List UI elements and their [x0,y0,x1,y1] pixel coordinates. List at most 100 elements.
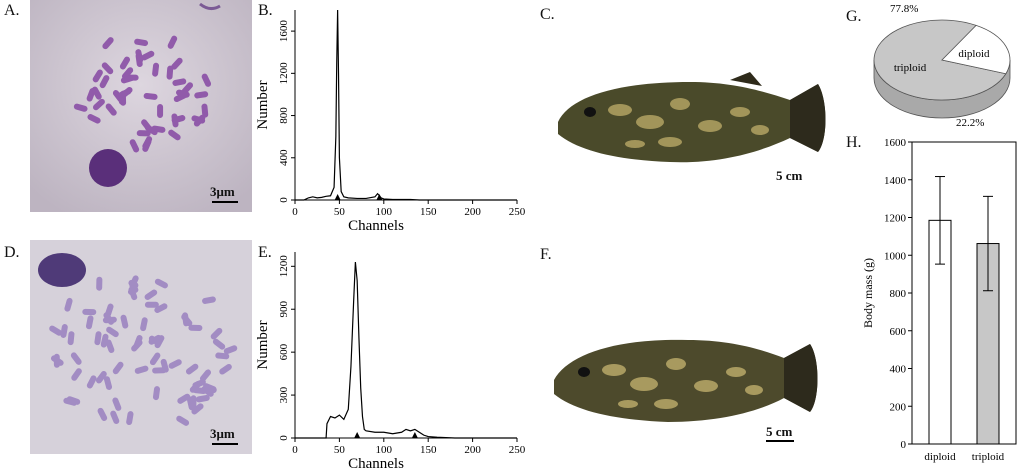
chromosome [176,415,190,426]
chromosome [100,333,109,348]
chromosome [154,303,168,313]
x-tick-label: 200 [464,206,481,218]
x-tick-label: 100 [376,444,393,456]
chromosome [106,326,119,338]
chromosome [223,345,238,355]
x-tick-label: 50 [334,206,346,218]
chromosome [140,317,148,332]
histogram-b: 0 50 100 150 200 250 0 400 800 1200 1600 Channels Nu… [255,9,526,234]
histogram-line [295,9,517,201]
y-tick-label: 1600 [278,20,290,43]
chromosome [102,37,114,50]
plot-frame [911,141,1017,445]
chromosome [194,91,209,99]
chromosome [144,289,158,300]
y-tick-label: 1200 [884,213,907,225]
fish-photo-diploid [558,72,826,163]
chromosome [192,387,207,394]
y-tick-label: 1000 [884,250,907,262]
chromosome [142,138,152,152]
chromosome [99,75,110,89]
chromosome [64,297,73,312]
y-tick-label: 1400 [884,175,907,187]
histogram-e: 0 50 100 150 200 250 0 300 600 900 1200 Channels Num… [255,252,526,472]
chromosome [103,376,113,390]
y-tick-label: 300 [278,386,290,403]
y-tick-label: 600 [278,343,290,360]
scale-label-c: 5 cm [776,168,803,183]
x-tick-label: 100 [376,206,393,218]
chromosome [190,395,197,410]
peak-marker [411,432,418,438]
chromosome [112,397,122,411]
chromosome [134,365,149,374]
x-axis-label: Channels [348,456,404,472]
x-tick-label: triploid [972,451,1005,463]
chromosome [112,361,124,375]
chromosome [203,383,217,393]
panel-label-b: B. [258,2,273,19]
micrograph-diploid [30,0,252,212]
panel-label-g: G. [846,8,862,25]
chromosome [166,65,174,80]
chromosome [141,50,155,61]
chromosome [185,363,199,375]
chromosome [82,308,97,316]
chromosome [176,89,190,98]
x-tick-label: 200 [464,444,481,456]
chromosome [201,73,212,87]
fish-photo-triploid [554,339,818,422]
x-axis-label: Channels [348,218,404,234]
chromosome [154,278,168,289]
y-tick-label: 400 [890,364,907,376]
chromosome [60,324,68,338]
micrograph-triploid [30,240,252,454]
chromosome [133,335,143,349]
chromosome [92,69,103,83]
x-tick-label: 0 [292,444,298,456]
chromosome [73,103,88,112]
y-axis-label: Number [255,320,271,369]
y-tick-label: 0 [278,435,290,441]
scale-label-f: 5 cm [766,424,793,439]
chromosome [105,339,115,353]
y-tick-label: 1200 [278,255,290,277]
chromosome [103,312,115,325]
x-tick-label: diploid [924,451,956,463]
chromosome [101,62,114,75]
pie-slice-triploid [873,19,1007,101]
chromosome [129,139,140,153]
chromosome [86,375,97,389]
x-tick-label: 50 [334,444,346,456]
y-tick-label: 0 [901,439,907,451]
peak-marker [354,432,361,438]
chromosome [94,331,102,346]
chromosome [87,114,101,124]
chromosome [129,275,139,289]
chromosome [143,92,158,100]
x-tick-label: 0 [292,206,298,218]
chromosome [152,62,160,77]
chromosome [141,119,153,132]
chromosome [157,104,164,119]
chromosome [219,363,232,375]
chromosome [92,98,105,111]
chromosome [144,301,159,308]
y-tick-label: 0 [278,197,290,203]
scale-label-d: 3μm [210,426,235,441]
chromosome [134,38,149,47]
chromosome [110,410,120,424]
chromosome [126,411,134,426]
chromosome [177,393,191,404]
y-tick-label: 800 [890,288,907,300]
chromosome [171,115,186,124]
chromosome [193,114,206,127]
chromosome [121,67,134,80]
chromosome [63,397,78,406]
pie-chart-g: triploid diploid 77.8% 22.2% [873,3,1011,129]
bar-chart-h: 0 200 400 600 800 1000 1200 1400 1600 diploid trip… [861,137,1017,463]
chromosome [135,49,144,63]
chromosome [112,90,124,103]
chromosome [49,325,63,336]
chromosome [149,352,161,366]
